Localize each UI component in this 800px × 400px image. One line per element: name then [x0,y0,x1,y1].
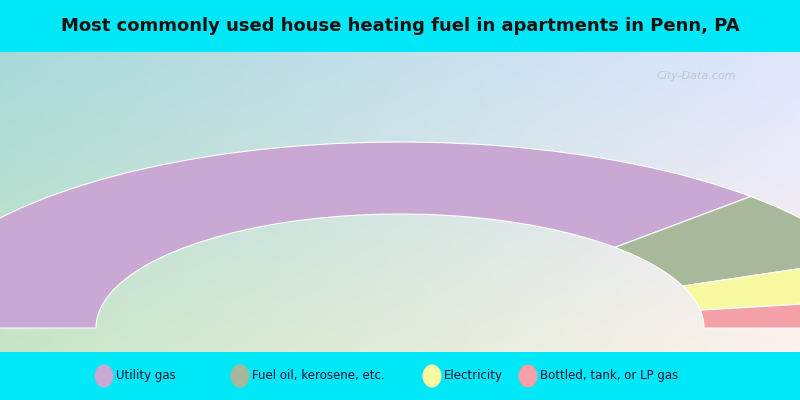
Wedge shape [682,260,800,310]
Text: Electricity: Electricity [444,370,503,382]
Text: Most commonly used house heating fuel in apartments in Penn, PA: Most commonly used house heating fuel in… [61,17,739,35]
Ellipse shape [423,365,441,387]
Ellipse shape [519,365,537,387]
Text: Bottled, tank, or LP gas: Bottled, tank, or LP gas [540,370,678,382]
Ellipse shape [95,365,113,387]
Wedge shape [0,142,750,328]
Text: Utility gas: Utility gas [116,370,176,382]
Ellipse shape [231,365,249,387]
Text: City-Data.com: City-Data.com [656,71,736,81]
Wedge shape [615,196,800,286]
Wedge shape [700,299,800,328]
Text: Fuel oil, kerosene, etc.: Fuel oil, kerosene, etc. [252,370,385,382]
